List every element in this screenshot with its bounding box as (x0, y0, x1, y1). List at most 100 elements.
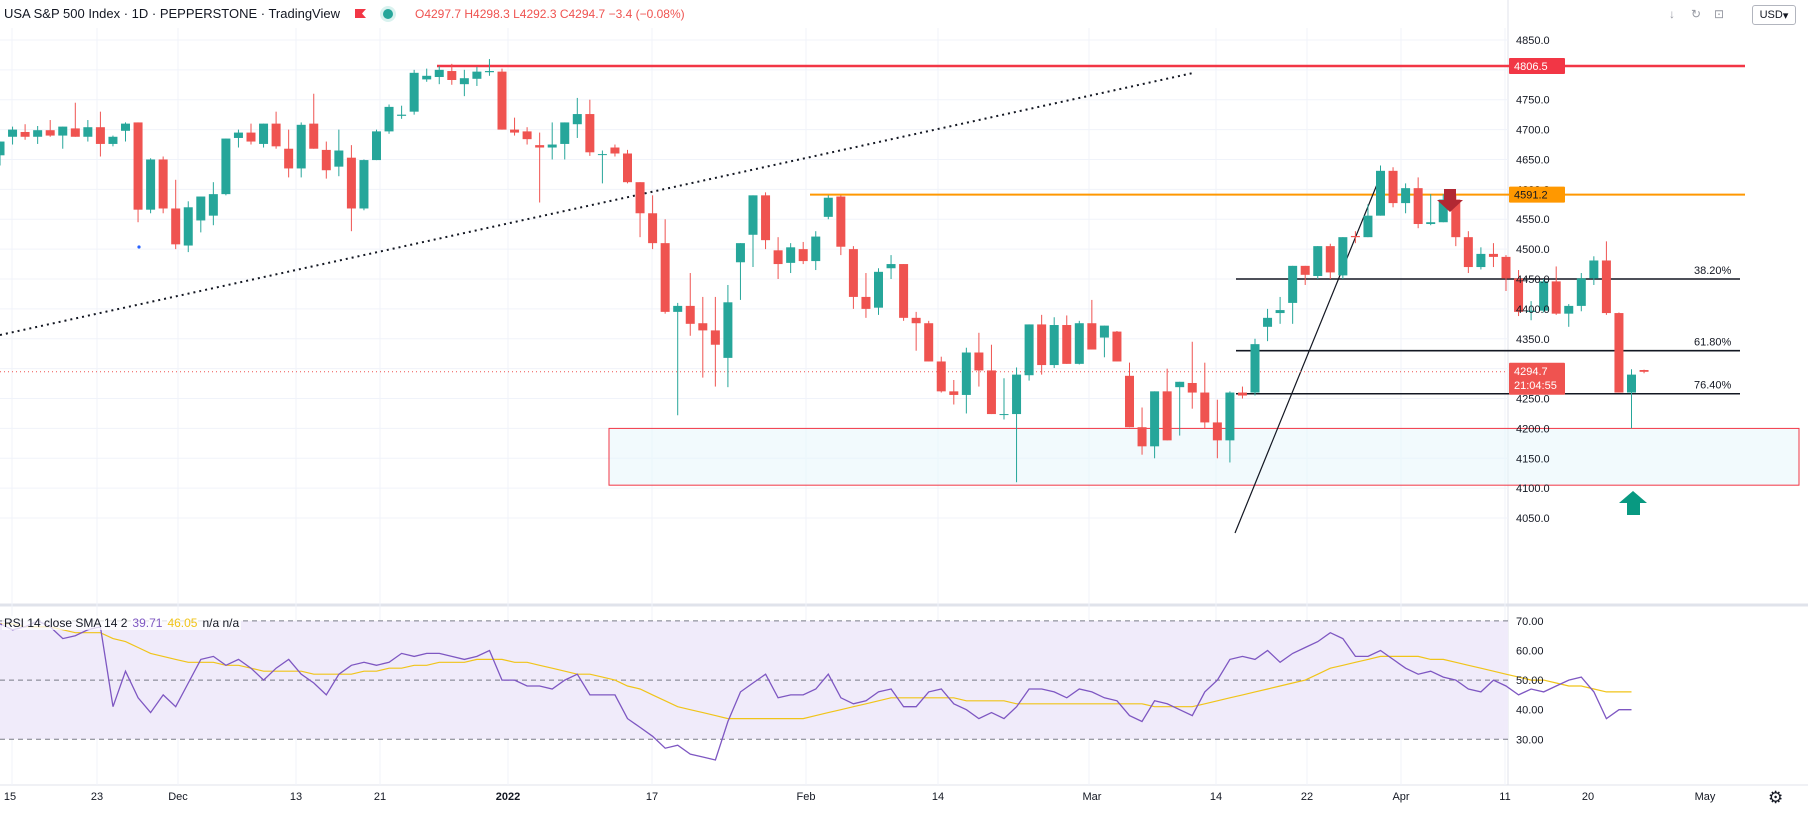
trend-line[interactable] (1234, 181, 1379, 534)
candle[interactable] (321, 149, 331, 171)
candle[interactable] (1463, 237, 1473, 268)
candle[interactable] (1514, 278, 1524, 312)
candle[interactable] (1112, 331, 1122, 362)
candle[interactable] (1338, 237, 1348, 276)
candle[interactable] (33, 130, 43, 137)
candle[interactable] (459, 78, 469, 85)
candle[interactable] (409, 72, 419, 112)
candle[interactable] (610, 147, 620, 154)
candle[interactable] (1300, 265, 1310, 275)
candle[interactable] (961, 352, 971, 395)
candle[interactable] (484, 71, 494, 73)
candle[interactable] (359, 160, 369, 209)
candle[interactable] (196, 196, 206, 221)
candle[interactable] (309, 123, 319, 149)
candle[interactable] (1150, 391, 1160, 447)
candle[interactable] (1237, 392, 1247, 396)
candle[interactable] (1125, 375, 1134, 428)
candle[interactable] (397, 114, 407, 116)
candle[interactable] (899, 264, 909, 318)
candle[interactable] (1413, 188, 1423, 225)
candle[interactable] (1388, 170, 1398, 204)
candle[interactable] (1325, 246, 1335, 273)
candle[interactable] (597, 154, 607, 156)
candle[interactable] (1187, 382, 1197, 393)
candle[interactable] (999, 414, 1009, 416)
candle[interactable] (246, 132, 256, 142)
candle[interactable] (447, 71, 457, 80)
candle[interactable] (372, 131, 381, 161)
rsi-legend[interactable]: RSI 14 close SMA 14 2 39.71 46.05 n/a n/a (2, 616, 242, 630)
candle[interactable] (334, 150, 344, 167)
candle[interactable] (798, 249, 808, 262)
candle[interactable] (1539, 281, 1549, 311)
candle[interactable] (861, 296, 871, 309)
candle[interactable] (1275, 310, 1285, 314)
candle[interactable] (1074, 323, 1084, 364)
flag-icon[interactable] (354, 8, 367, 19)
candle[interactable] (1137, 427, 1147, 447)
candle[interactable] (936, 361, 946, 392)
candle[interactable] (1350, 235, 1360, 238)
candle[interactable] (1087, 323, 1097, 350)
candle[interactable] (1200, 392, 1210, 423)
candle[interactable] (1250, 344, 1260, 393)
refresh-icon[interactable]: ↻ (1690, 7, 1702, 21)
candle[interactable] (510, 129, 520, 133)
candle[interactable] (1401, 188, 1411, 204)
candle[interactable] (1162, 391, 1172, 441)
candle[interactable] (535, 145, 545, 148)
dotted-trend-line[interactable] (0, 72, 1194, 336)
candle[interactable] (346, 157, 356, 209)
rsi-sma-line[interactable] (0, 623, 1632, 720)
candle[interactable] (1175, 381, 1185, 388)
candle[interactable] (648, 213, 658, 244)
candle[interactable] (635, 182, 645, 214)
candle[interactable] (1363, 215, 1373, 238)
candle[interactable] (874, 271, 883, 308)
symbol-title[interactable]: USA S&P 500 Index · 1D · PEPPERSTONE · T… (4, 6, 340, 21)
candle[interactable] (1212, 422, 1222, 441)
candle[interactable] (221, 138, 231, 195)
candle[interactable] (723, 302, 733, 358)
candle[interactable] (560, 122, 570, 144)
candle[interactable] (986, 370, 996, 415)
candle[interactable] (547, 144, 557, 148)
candle[interactable] (183, 207, 193, 246)
candle[interactable] (497, 71, 507, 130)
candle[interactable] (472, 71, 482, 79)
candle[interactable] (949, 391, 959, 395)
candle[interactable] (8, 129, 18, 137)
candle[interactable] (146, 159, 156, 210)
candle[interactable] (1639, 370, 1649, 372)
candle[interactable] (296, 124, 306, 169)
arrow-down-icon[interactable]: ↓ (1669, 7, 1675, 21)
candle[interactable] (1501, 256, 1511, 279)
candle[interactable] (1564, 305, 1574, 314)
candle[interactable] (848, 249, 858, 297)
candle[interactable] (208, 194, 218, 216)
candle[interactable] (1601, 260, 1611, 314)
candle[interactable] (58, 126, 68, 136)
candle[interactable] (83, 127, 93, 137)
candle[interactable] (1451, 199, 1461, 238)
candle[interactable] (773, 250, 783, 265)
candle[interactable] (1225, 392, 1235, 441)
candle[interactable] (572, 114, 582, 125)
candle[interactable] (422, 75, 432, 80)
candle[interactable] (748, 195, 758, 235)
candle[interactable] (836, 196, 846, 247)
candle[interactable] (811, 236, 821, 262)
candle[interactable] (45, 130, 55, 136)
candle[interactable] (1476, 253, 1486, 268)
candle[interactable] (886, 264, 896, 269)
candle[interactable] (1614, 313, 1624, 393)
candle[interactable] (673, 305, 683, 312)
candle[interactable] (1589, 260, 1599, 279)
candle[interactable] (1438, 199, 1448, 223)
candle[interactable] (284, 148, 294, 169)
candle[interactable] (1099, 325, 1109, 338)
candle[interactable] (133, 122, 143, 210)
candle[interactable] (1024, 324, 1034, 376)
